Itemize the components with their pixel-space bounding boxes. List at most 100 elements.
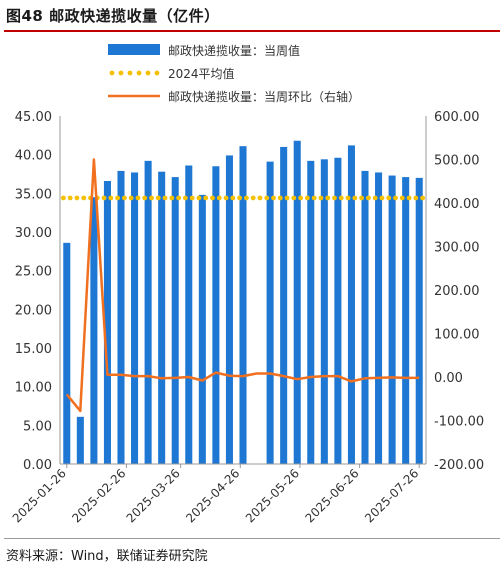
source-rule: [4, 538, 500, 539]
bar: [131, 172, 139, 464]
bar: [117, 170, 125, 464]
x-tick-label: 2025-02-26: [69, 466, 128, 525]
average-point: [135, 195, 141, 201]
y-right-tick-label: -200.00: [434, 458, 484, 473]
y-left-tick-label: 0.00: [23, 458, 52, 473]
bar: [63, 242, 71, 464]
average-point: [277, 195, 283, 201]
bar: [415, 177, 423, 464]
bar: [212, 166, 220, 464]
bar: [347, 145, 355, 465]
bar-series: [63, 140, 423, 465]
average-point: [162, 195, 168, 201]
average-point: [196, 195, 202, 201]
average-point: [203, 195, 209, 201]
average-point: [237, 195, 243, 201]
average-point: [250, 195, 256, 201]
average-point: [325, 195, 331, 201]
bar: [76, 416, 84, 464]
average-point: [216, 195, 222, 201]
average-point: [243, 195, 249, 201]
average-point: [182, 195, 188, 201]
y-left-tick-label: 15.00: [15, 342, 52, 357]
y-left-tick-label: 20.00: [15, 303, 52, 318]
y-right-tick-label: 500.00: [434, 154, 480, 169]
bar: [225, 155, 233, 464]
average-point: [420, 195, 426, 201]
y-left-tick-label: 30.00: [15, 226, 52, 241]
average-point: [413, 195, 419, 201]
average-point: [264, 195, 270, 201]
y-right-tick-label: 300.00: [434, 241, 480, 256]
bar: [334, 157, 342, 464]
average-point: [149, 195, 154, 201]
average-point: [345, 195, 351, 201]
legend-label: 邮政快递揽收量：当周环比（右轴）: [168, 89, 360, 104]
y-right-tick-label: 100.00: [434, 328, 480, 343]
bar: [280, 146, 288, 464]
legend-label: 邮政快递揽收量：当周值: [168, 43, 300, 58]
average-point: [121, 195, 127, 201]
y-right-tick-label: 600.00: [434, 110, 480, 125]
average-point: [386, 195, 392, 201]
average-point: [365, 195, 371, 201]
bar: [185, 165, 193, 464]
y-right-tick-label: 400.00: [434, 197, 480, 212]
legend-dotted-swatch: [127, 70, 133, 76]
average-point: [318, 195, 324, 201]
average-point: [60, 195, 66, 201]
average-point: [379, 195, 385, 201]
legend-bar-swatch: [108, 44, 160, 55]
bar: [144, 160, 152, 464]
x-tick-label: 2025-07-26: [362, 466, 421, 525]
average-point: [108, 195, 114, 201]
average-point: [311, 195, 317, 201]
average-point: [210, 195, 215, 201]
ratio-series: [65, 158, 420, 413]
source-note: 资料来源：Wind，联储证券研究院: [6, 549, 208, 564]
y-left-tick-label: 5.00: [23, 419, 52, 434]
ratio-line: [65, 158, 420, 413]
average-point: [189, 195, 195, 201]
y-right-tick-label: -100.00: [434, 415, 484, 430]
bar: [239, 146, 247, 464]
legend-dotted-swatch: [109, 70, 115, 76]
average-point: [155, 195, 161, 201]
bar: [361, 170, 369, 464]
average-point: [298, 195, 304, 201]
bar: [158, 171, 166, 464]
average-point: [74, 195, 80, 201]
bar: [171, 177, 179, 465]
average-point: [393, 195, 398, 201]
average-point: [169, 195, 175, 201]
bar: [402, 177, 410, 465]
average-point: [176, 195, 182, 201]
average-point: [67, 195, 73, 201]
average-point: [81, 195, 87, 201]
average-point: [284, 195, 290, 201]
legend-dotted-swatch: [118, 70, 124, 76]
average-point: [115, 195, 121, 201]
average-point: [142, 195, 148, 201]
average-point: [338, 195, 344, 201]
average-point: [332, 195, 337, 201]
average-point: [223, 195, 229, 201]
legend-dotted-swatch: [136, 70, 142, 76]
bar: [307, 160, 315, 464]
average-point: [352, 195, 358, 201]
y-left-tick-label: 40.00: [15, 149, 52, 164]
average-point: [304, 195, 310, 201]
bar: [266, 161, 274, 465]
legend-dotted-swatch: [145, 70, 151, 76]
average-point: [101, 195, 107, 201]
y-right-tick-label: 0.00: [434, 371, 463, 386]
legend-dotted-swatch: [154, 70, 160, 76]
average-point: [271, 195, 276, 201]
y-left-tick-label: 45.00: [15, 110, 52, 125]
y-left-tick-label: 10.00: [15, 381, 52, 396]
average-point: [399, 195, 405, 201]
bar: [103, 180, 111, 464]
x-tick-label: 2025-01-26: [10, 466, 69, 525]
average-point: [230, 195, 236, 201]
